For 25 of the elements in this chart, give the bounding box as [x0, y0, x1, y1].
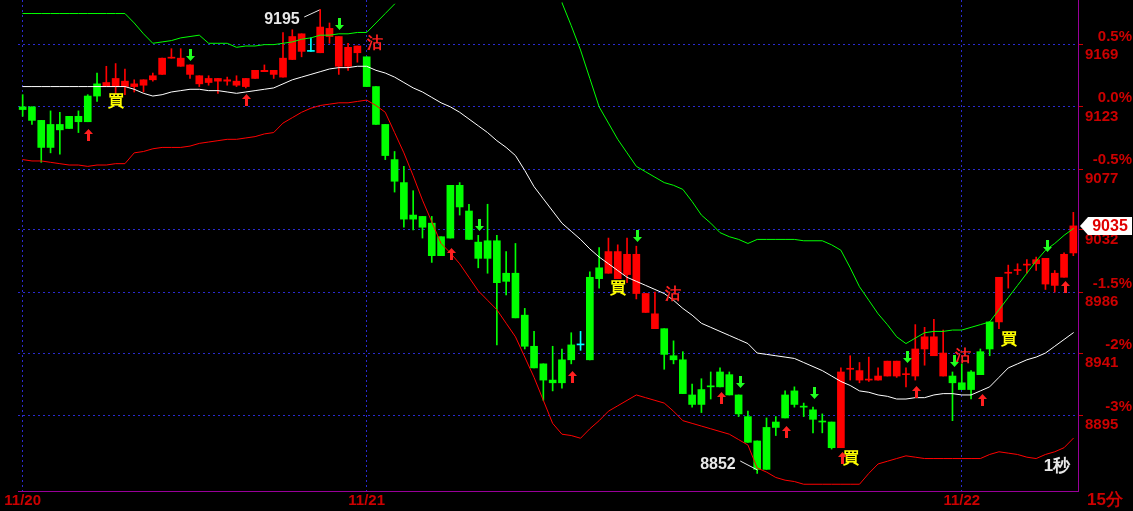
y2-tick-label: -1.5%	[1092, 273, 1132, 291]
y-tick-label: 8986	[1085, 292, 1119, 310]
annotation: 買	[999, 330, 1017, 348]
y2-tick-label: 0.0%	[1097, 88, 1132, 106]
y-tick-label: 9123	[1085, 107, 1119, 124]
x-tick-label: 11/20	[4, 491, 42, 509]
annotation: 9195	[264, 10, 300, 28]
x-tick-label: 11/22	[943, 491, 981, 509]
y-tick-label: 8941	[1085, 353, 1119, 371]
text: 15分	[1087, 489, 1124, 509]
x-tick-label: 11/21	[348, 491, 386, 509]
annotation: 8852	[700, 455, 736, 473]
y-tick-label: 9169	[1085, 44, 1119, 62]
annotation: 沽	[954, 347, 972, 365]
annotation: 買	[106, 92, 124, 110]
y2-tick-label: -0.5%	[1092, 150, 1132, 168]
text: 9035	[1092, 217, 1128, 235]
annotation: 買	[608, 279, 626, 297]
annotation: 沽	[366, 34, 384, 52]
y-tick-label: 9077	[1085, 169, 1119, 187]
y2-tick-label: 0.5%	[1097, 26, 1132, 44]
y2-tick-label: -3%	[1105, 396, 1132, 414]
y2-tick-label: -2%	[1105, 335, 1132, 353]
annotation: 1秒	[1043, 455, 1072, 475]
y-tick-label: 8895	[1085, 415, 1119, 433]
